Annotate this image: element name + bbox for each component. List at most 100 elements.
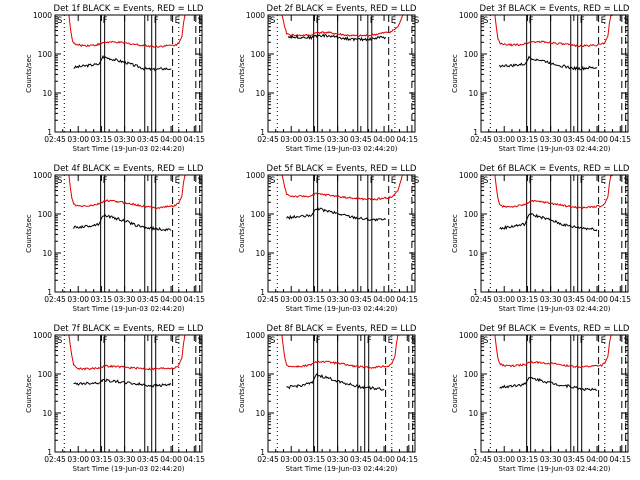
y-axis-label: Counts/sec <box>238 54 246 93</box>
x-axis-label: Start Time (19-Jun-03 02:44:20) <box>286 305 398 313</box>
marker-label-s1: S <box>270 16 275 26</box>
x-axis-label: Start Time (19-Jun-03 02:44:20) <box>286 145 398 153</box>
xtick-label: 04:15 <box>183 295 205 304</box>
x-axis-label: Start Time (19-Jun-03 02:44:20) <box>499 305 611 313</box>
panel-title: Det 3f BLACK = Events, RED = LLD <box>480 4 630 14</box>
xtick-label: 04:15 <box>609 295 631 304</box>
ytick-label: 100 <box>251 50 266 59</box>
xtick-label: 04:15 <box>609 455 631 464</box>
series-lld-line <box>68 15 187 48</box>
ytick-label: 1000 <box>33 11 52 20</box>
series-lld-line <box>494 15 613 48</box>
ytick-label: 1 <box>473 448 478 457</box>
xtick-label: 03:30 <box>540 135 562 144</box>
x-axis-label: Start Time (19-Jun-03 02:44:20) <box>499 145 611 153</box>
event-markers <box>55 335 201 452</box>
xtick-label: 03:15 <box>517 455 539 464</box>
marker-label-f1: F <box>103 176 108 186</box>
marker-label-f2: F <box>370 16 375 26</box>
xtick-label: 04:15 <box>396 455 418 464</box>
ytick-label: 1 <box>260 288 265 297</box>
xtick-label: 03:45 <box>350 135 372 144</box>
xtick-label: 03:45 <box>563 455 585 464</box>
panel-title: Det 9f BLACK = Events, RED = LLD <box>480 324 630 334</box>
y-axis-label: Counts/sec <box>25 374 33 413</box>
ytick-label: 10 <box>255 249 265 258</box>
ytick-label: 1000 <box>459 11 478 20</box>
marker-label-f1: F <box>316 336 321 346</box>
marker-label-f2: F <box>154 16 159 26</box>
xtick-label: 03:00 <box>67 135 89 144</box>
xtick-label: 03:00 <box>493 295 515 304</box>
marker-label-f2: F <box>154 336 159 346</box>
xtick-label: 04:15 <box>609 135 631 144</box>
xtick-label: 03:30 <box>114 455 136 464</box>
xtick-label: 04:00 <box>160 135 182 144</box>
series-events-line <box>286 372 385 391</box>
ytick-label: 10 <box>255 89 265 98</box>
plot-frame <box>480 14 629 133</box>
plot-frame <box>267 174 416 293</box>
xtick-label: 03:45 <box>563 135 585 144</box>
xtick-label: 02:45 <box>257 295 279 304</box>
marker-label-s1: S <box>483 16 488 26</box>
xtick-label: 04:00 <box>586 295 608 304</box>
event-markers <box>481 175 627 292</box>
event-markers <box>481 15 627 132</box>
marker-label-f1: F <box>529 176 534 186</box>
plot-frame <box>480 334 629 453</box>
ytick-label: 10 <box>468 89 478 98</box>
marker-label-e: E <box>175 16 180 26</box>
y-axis-label: Counts/sec <box>451 214 459 253</box>
ytick-label: 1000 <box>246 11 265 20</box>
series-events-line <box>499 55 598 71</box>
xtick-label: 04:00 <box>373 135 395 144</box>
ytick-label: 100 <box>38 370 53 379</box>
xtick-label: 02:45 <box>257 135 279 144</box>
xtick-label: 03:00 <box>67 295 89 304</box>
data-series <box>494 15 613 71</box>
data-series <box>494 175 613 232</box>
xtick-label: 03:00 <box>280 295 302 304</box>
ytick-label: 1000 <box>33 331 52 340</box>
ytick-label: 100 <box>464 370 479 379</box>
marker-label-s1: S <box>483 176 488 186</box>
panel-title: Det 1f BLACK = Events, RED = LLD <box>54 4 204 14</box>
panel-title: Det 6f BLACK = Events, RED = LLD <box>480 164 630 174</box>
xtick-label: 03:15 <box>304 295 326 304</box>
xtick-label: 03:00 <box>280 135 302 144</box>
xtick-label: 02:45 <box>257 455 279 464</box>
ytick-label: 1 <box>473 288 478 297</box>
data-series <box>68 15 187 72</box>
panel-2: Det 2f BLACK = Events, RED = LLD S F F E S 1 10… <box>238 4 419 153</box>
xtick-label: 03:45 <box>350 455 372 464</box>
y-axis-label: Counts/sec <box>451 54 459 93</box>
event-markers <box>481 335 627 452</box>
y-axis-label: Counts/sec <box>25 54 33 93</box>
xtick-label: 02:45 <box>44 455 66 464</box>
ytick-label: 10 <box>468 409 478 418</box>
panel-title: Det 7f BLACK = Events, RED = LLD <box>54 324 204 334</box>
plot-frame <box>54 14 203 133</box>
xtick-label: 03:15 <box>517 135 539 144</box>
xtick-label: 03:45 <box>563 295 585 304</box>
xtick-label: 04:15 <box>396 135 418 144</box>
xtick-label: 03:30 <box>114 135 136 144</box>
xtick-label: 02:45 <box>470 455 492 464</box>
marker-label-e: E <box>388 336 393 346</box>
marker-label-f1: F <box>103 16 108 26</box>
xtick-label: 03:45 <box>137 295 159 304</box>
series-events-line <box>73 54 172 72</box>
xtick-label: 03:45 <box>137 135 159 144</box>
marker-label-f2: F <box>370 176 375 186</box>
series-lld-line <box>494 175 613 210</box>
event-markers <box>55 175 201 292</box>
series-lld-line <box>68 175 187 210</box>
marker-label-f2: F <box>367 336 372 346</box>
series-lld-line <box>494 335 613 369</box>
panel-title: Det 5f BLACK = Events, RED = LLD <box>267 164 417 174</box>
